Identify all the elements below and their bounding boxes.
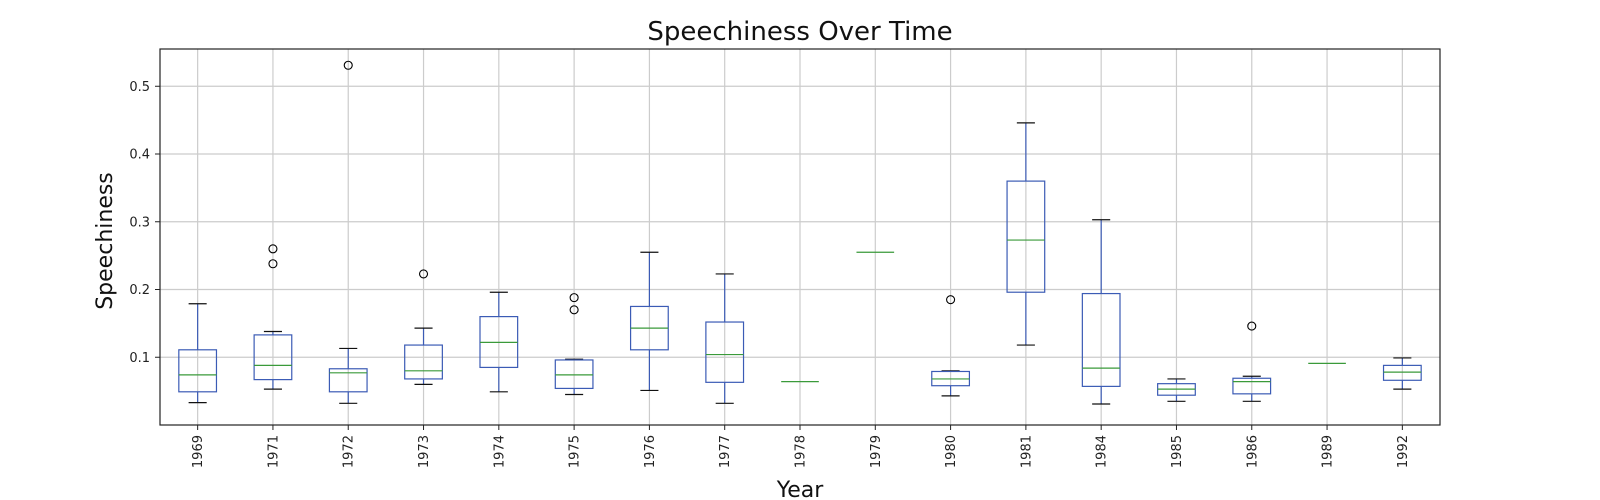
box-1969 bbox=[178, 303, 218, 404]
outlier-point bbox=[569, 293, 579, 303]
y-axis-label: Speechiness bbox=[93, 172, 118, 310]
x-tick-label: 1969 bbox=[191, 435, 206, 468]
y-tick-label: 0.3 bbox=[129, 215, 150, 230]
iqr-box bbox=[404, 344, 443, 380]
outlier-point bbox=[946, 295, 956, 305]
box-1977 bbox=[705, 273, 745, 404]
iqr-box bbox=[328, 368, 368, 393]
x-tick-label: 1992 bbox=[1396, 435, 1411, 468]
box-1971 bbox=[253, 244, 293, 390]
iqr-box bbox=[554, 359, 594, 390]
y-tick-label: 0.1 bbox=[129, 351, 150, 366]
iqr-box bbox=[1232, 377, 1272, 395]
box-1972 bbox=[328, 60, 368, 404]
box-1976 bbox=[629, 251, 669, 392]
chart-title: Speechiness Over Time bbox=[647, 17, 952, 47]
x-tick-label: 1978 bbox=[794, 435, 809, 468]
box-1975 bbox=[554, 293, 594, 396]
x-tick-label: 1980 bbox=[944, 435, 959, 468]
x-tick-label: 1974 bbox=[492, 435, 507, 468]
outlier-point bbox=[418, 269, 429, 279]
x-tick-label: 1973 bbox=[417, 435, 432, 468]
iqr-box bbox=[705, 321, 745, 383]
box-1981 bbox=[1006, 122, 1046, 346]
iqr-box bbox=[253, 334, 293, 381]
y-tick-label: 0.2 bbox=[129, 283, 150, 298]
iqr-box bbox=[178, 349, 218, 393]
x-tick-label: 1972 bbox=[342, 435, 357, 468]
box-1986 bbox=[1232, 321, 1272, 402]
box-1973 bbox=[404, 269, 443, 385]
x-axis-label: Year bbox=[776, 478, 825, 500]
box-1984 bbox=[1081, 219, 1121, 405]
box-1974 bbox=[479, 291, 519, 393]
iqr-box bbox=[1382, 364, 1422, 381]
x-tick-label: 1989 bbox=[1321, 435, 1336, 468]
outlier-point bbox=[268, 244, 278, 254]
axis-ticks: 0.1 0.2 0.3 0.4 0.5 1969 1971 1972 1973 1974 1975 1… bbox=[129, 80, 1411, 468]
x-tick-label: 1977 bbox=[718, 435, 733, 468]
x-tick-label: 1981 bbox=[1019, 435, 1034, 468]
iqr-box bbox=[1081, 292, 1121, 387]
outlier-point bbox=[1247, 321, 1257, 331]
x-tick-label: 1976 bbox=[643, 435, 658, 468]
box-1992 bbox=[1382, 357, 1422, 390]
y-tick-label: 0.4 bbox=[129, 148, 150, 163]
outlier-point bbox=[268, 259, 278, 269]
box-1980 bbox=[931, 295, 971, 397]
outlier-point bbox=[343, 60, 353, 70]
x-tick-label: 1979 bbox=[869, 435, 884, 468]
box-1985 bbox=[1157, 378, 1196, 402]
x-tick-label: 1985 bbox=[1170, 435, 1185, 468]
outlier-point bbox=[569, 305, 579, 315]
x-tick-label: 1975 bbox=[568, 435, 583, 468]
x-tick-label: 1971 bbox=[266, 435, 281, 468]
x-tick-label: 1986 bbox=[1245, 435, 1260, 468]
y-tick-label: 0.5 bbox=[129, 80, 150, 95]
box-series bbox=[178, 60, 1422, 405]
iqr-box bbox=[1006, 180, 1046, 293]
x-tick-label: 1984 bbox=[1095, 435, 1110, 468]
